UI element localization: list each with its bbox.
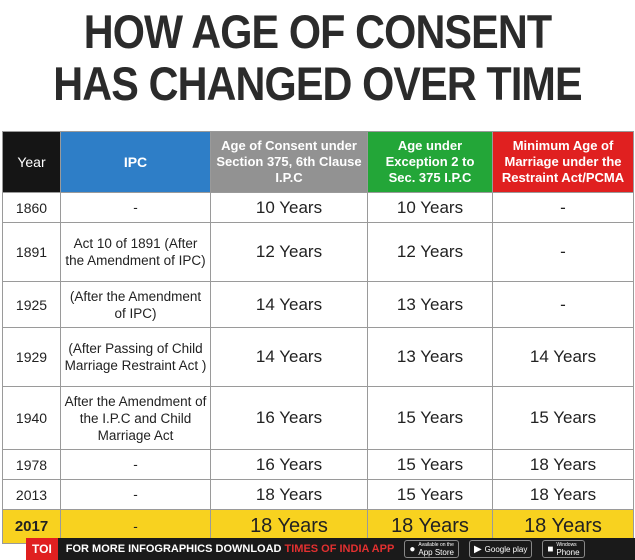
cell-ipc: Act 10 of 1891 (After the Amendment of I… [60, 222, 211, 282]
header-marriage-age: Minimum Age of Marriage under the Restra… [492, 131, 634, 193]
cell-age-of-consent: 10 Years [210, 192, 368, 223]
table-row: 2013 - 18 Years 15 Years 18 Years [2, 479, 634, 510]
cell-marriage-age: - [492, 222, 634, 282]
header-ipc: IPC [60, 131, 211, 193]
cell-exception-age: 12 Years [367, 222, 493, 282]
apple-icon: ● [409, 543, 416, 555]
footer-app-link[interactable]: TIMES OF INDIA APP [284, 543, 395, 555]
cell-exception-age: 10 Years [367, 192, 493, 223]
table-row: 1925 (After the Amendment of IPC) 14 Yea… [2, 281, 634, 328]
cell-ipc: After the Amendment of the I.P.C and Chi… [60, 386, 211, 450]
cell-age-of-consent: 14 Years [210, 327, 368, 387]
table-row: 1929 (After Passing of Child Marriage Re… [2, 327, 634, 387]
windows-phone-badge[interactable]: ■ Windows Phone [542, 540, 585, 558]
table-row: 1891 Act 10 of 1891 (After the Amendment… [2, 222, 634, 282]
cell-exception-age: 15 Years [367, 449, 493, 480]
cell-year: 1925 [2, 281, 61, 328]
google-play-label: Google play [484, 544, 528, 554]
footer-text: FOR MORE INFOGRAPHICS DOWNLOAD [65, 543, 282, 555]
age-of-consent-table: Year IPC Age of Consent under Section 37… [2, 131, 634, 544]
cell-exception-age: 15 Years [367, 386, 493, 450]
cell-ipc: (After Passing of Child Marriage Restrai… [60, 327, 211, 387]
cell-ipc: - [60, 449, 211, 480]
cell-year: 1891 [2, 222, 61, 282]
app-store-label: App Store [418, 548, 454, 557]
cell-age-of-consent: 16 Years [210, 449, 368, 480]
app-store-badge[interactable]: ● Available on the App Store [404, 540, 459, 558]
cell-year: 1940 [2, 386, 61, 450]
play-icon: ▶ [473, 543, 482, 555]
footer-banner: TOI FOR MORE INFOGRAPHICS DOWNLOAD TIMES… [26, 538, 635, 560]
cell-marriage-age: 15 Years [492, 386, 634, 450]
cell-year: 2013 [2, 479, 61, 510]
cell-marriage-age: 14 Years [492, 327, 634, 387]
cell-age-of-consent: 12 Years [210, 222, 368, 282]
cell-marriage-age: 18 Years [492, 479, 634, 510]
cell-ipc: - [60, 192, 211, 223]
table-row: 1940 After the Amendment of the I.P.C an… [2, 386, 634, 450]
infographic-title: HOW AGE OF CONSENT HAS CHANGED OVER TIME [38, 6, 597, 110]
cell-year: 1978 [2, 449, 61, 480]
cell-exception-age: 15 Years [367, 479, 493, 510]
windows-small-label: Windows [556, 542, 577, 548]
toi-logo: TOI [26, 538, 58, 560]
table-header-row: Year IPC Age of Consent under Section 37… [2, 131, 634, 193]
title-line-1: HOW AGE OF CONSENT [83, 5, 552, 58]
cell-ipc: - [60, 479, 211, 510]
cell-ipc: (After the Amendment of IPC) [60, 281, 211, 328]
cell-exception-age: 18 Years [367, 509, 493, 544]
windows-label: Phone [556, 548, 580, 557]
cell-age-of-consent: 18 Years [210, 479, 368, 510]
cell-marriage-age: - [492, 192, 634, 223]
windows-icon: ■ [547, 543, 554, 555]
header-year: Year [2, 131, 61, 193]
cell-marriage-age: - [492, 281, 634, 328]
app-store-small-label: Available on the [418, 542, 454, 548]
cell-year: 1860 [2, 192, 61, 223]
google-play-badge[interactable]: ▶ Google play [468, 540, 533, 558]
header-exception-age: Age under Exception 2 to Sec. 375 I.P.C [367, 131, 493, 193]
cell-exception-age: 13 Years [367, 281, 493, 328]
header-age-of-consent: Age of Consent under Section 375, 6th Cl… [210, 131, 368, 193]
table-row: 1860 - 10 Years 10 Years - [2, 192, 634, 223]
table-row: 1978 - 16 Years 15 Years 18 Years [2, 449, 634, 480]
cell-marriage-age: 18 Years [492, 449, 634, 480]
cell-age-of-consent: 16 Years [210, 386, 368, 450]
cell-year: 1929 [2, 327, 61, 387]
cell-exception-age: 13 Years [367, 327, 493, 387]
title-line-2: HAS CHANGED OVER TIME [53, 57, 582, 110]
cell-age-of-consent: 14 Years [210, 281, 368, 328]
